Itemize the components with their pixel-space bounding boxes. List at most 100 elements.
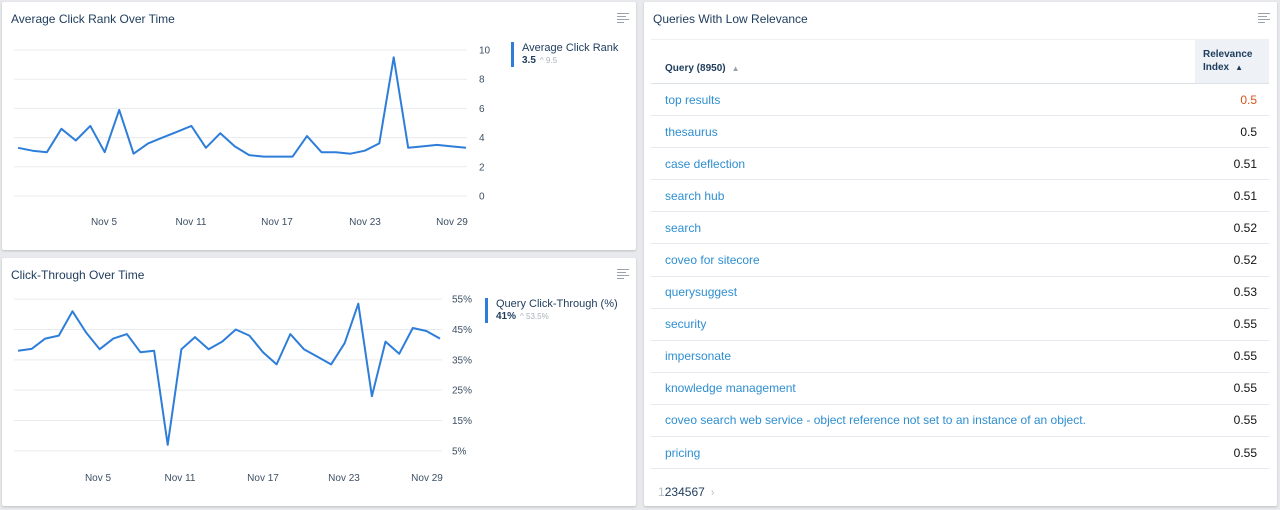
y-tick-label: 45% — [452, 325, 472, 336]
series-line — [17, 56, 467, 158]
page-2-link[interactable]: 2 — [664, 485, 672, 499]
table-row: thesaurus 0.5 — [651, 115, 1269, 149]
click-through-card: Click-Through Over Time 5% 15% 25% 35% 45% 55… — [2, 258, 636, 506]
next-page-icon[interactable]: › — [710, 487, 715, 499]
query-link[interactable]: thesaurus — [651, 115, 1195, 149]
relevance-value: 0.55 — [1195, 340, 1269, 373]
table-row: knowledge management 0.55 — [651, 372, 1269, 405]
legend-previous-value: ^ 9.5 — [539, 56, 558, 65]
y-tick-label: 2 — [479, 162, 485, 173]
relevance-column-label-line1: Relevance — [1203, 49, 1253, 60]
card-title: Queries With Low Relevance — [653, 12, 808, 26]
card-title: Click-Through Over Time — [11, 268, 145, 282]
average-click-rank-chart: 0 2 4 6 8 10 Nov 5 Nov 11 Nov 17 Nov 23 Nov 29 — [14, 46, 491, 228]
legend-previous-number: 53.5% — [526, 312, 549, 321]
x-tick-label: Nov 11 — [165, 473, 196, 484]
relevance-value: 0.5 — [1195, 115, 1269, 149]
sort-icon[interactable]: ▲︎ — [731, 64, 740, 73]
relevance-column-header[interactable]: Relevance Index ▲ — [1195, 39, 1269, 84]
relevance-column-label-line2: Index — [1203, 62, 1230, 73]
legend-value: 3.5 ^ 9.5 — [522, 55, 618, 67]
query-link[interactable]: knowledge management — [651, 372, 1195, 405]
page-4-link[interactable]: 4 — [678, 485, 685, 499]
query-link[interactable]: security — [651, 308, 1195, 341]
query-link[interactable]: pricing — [651, 436, 1195, 470]
legend-current-value: 41% — [496, 311, 517, 322]
y-tick-label: 0 — [479, 192, 485, 203]
table-row: search 0.52 — [651, 211, 1269, 245]
relevance-value: 0.51 — [1195, 147, 1269, 181]
relevance-value: 0.52 — [1195, 243, 1269, 277]
average-click-rank-card: Average Click Rank Over Time 0 2 4 6 8 10 Nov … — [2, 2, 636, 250]
table-row: security 0.55 — [651, 308, 1269, 341]
x-tick-label: Nov 29 — [436, 217, 468, 228]
table-row: querysuggest 0.53 — [651, 276, 1269, 309]
relevance-table: Query (8950) ▲︎ Relevance Index ▲ top resul… — [651, 39, 1269, 470]
relevance-value: 0.55 — [1195, 404, 1269, 438]
legend-previous-value: ^ 53.5% — [520, 312, 549, 321]
sort-ascending-icon[interactable]: ▲ — [1235, 63, 1244, 72]
table-row: coveo search web service - object refere… — [651, 404, 1269, 438]
page-3-link[interactable]: 3 — [671, 485, 679, 499]
query-link[interactable]: querysuggest — [651, 276, 1195, 309]
relevance-value: 0.55 — [1195, 436, 1269, 470]
chart-legend: Query Click-Through (%) 41% ^ 53.5% — [485, 298, 618, 323]
page-6-link[interactable]: 6 — [691, 485, 699, 499]
y-tick-label: 55% — [452, 295, 472, 306]
relevance-value: 0.5 — [1195, 83, 1269, 117]
relevance-value: 0.55 — [1195, 372, 1269, 405]
query-column-header[interactable]: Query (8950) ▲︎ — [651, 39, 1195, 84]
table-row: coveo for sitecore 0.52 — [651, 243, 1269, 277]
query-link[interactable]: search — [651, 211, 1195, 245]
table-row: case deflection 0.51 — [651, 147, 1269, 181]
query-column-label: Query (8950) — [665, 63, 726, 74]
table-row: impersonate 0.55 — [651, 340, 1269, 373]
y-tick-label: 15% — [452, 416, 472, 427]
x-tick-label: Nov 5 — [85, 473, 112, 484]
legend-previous-number: 9.5 — [545, 56, 558, 65]
query-link[interactable]: case deflection — [651, 147, 1195, 181]
card-title: Average Click Rank Over Time — [11, 12, 175, 26]
legend-current-value: 3.5 — [522, 55, 536, 66]
y-tick-label: 25% — [452, 386, 472, 397]
x-tick-label: Nov 17 — [261, 217, 293, 228]
table-row: search hub 0.51 — [651, 179, 1269, 213]
relevance-value: 0.51 — [1195, 179, 1269, 213]
card-menu-icon[interactable] — [617, 13, 629, 23]
y-tick-label: 5% — [452, 446, 467, 457]
x-tick-label: Nov 29 — [411, 473, 443, 484]
y-tick-label: 8 — [479, 75, 485, 86]
x-tick-label: Nov 23 — [328, 473, 360, 484]
series-line — [17, 302, 441, 446]
query-link[interactable]: coveo for sitecore — [651, 243, 1195, 277]
page-5-link[interactable]: 5 — [684, 485, 692, 499]
table-header-row: Query (8950) ▲︎ Relevance Index ▲ — [651, 39, 1269, 84]
relevance-value: 0.55 — [1195, 308, 1269, 341]
x-tick-label: Nov 17 — [247, 473, 279, 484]
card-menu-icon[interactable] — [617, 269, 629, 279]
table-row: top results 0.5 — [651, 83, 1269, 117]
y-tick-label: 35% — [452, 355, 472, 366]
x-tick-label: Nov 11 — [176, 217, 207, 228]
legend-series-name: Query Click-Through (%) — [496, 298, 618, 310]
x-tick-label: Nov 23 — [349, 217, 381, 228]
legend-value: 41% ^ 53.5% — [496, 311, 618, 323]
page-1-link[interactable]: 1 — [658, 485, 665, 499]
card-menu-icon[interactable] — [1258, 13, 1270, 23]
query-link[interactable]: search hub — [651, 179, 1195, 213]
pagination: 1234567 › — [658, 485, 714, 499]
relevance-value: 0.52 — [1195, 211, 1269, 245]
queries-low-relevance-card: Queries With Low Relevance Query (8950) ▲… — [644, 2, 1277, 506]
y-tick-label: 4 — [479, 133, 485, 144]
query-link[interactable]: impersonate — [651, 340, 1195, 373]
relevance-value: 0.53 — [1195, 276, 1269, 309]
query-link[interactable]: top results — [651, 83, 1195, 117]
click-through-chart: 5% 15% 25% 35% 45% 55% Nov 5 Nov 11 Nov 17 Nov 23… — [14, 295, 472, 484]
query-link[interactable]: coveo search web service - object refere… — [651, 404, 1195, 438]
chart-legend: Average Click Rank 3.5 ^ 9.5 — [511, 42, 618, 67]
y-tick-label: 6 — [479, 104, 485, 115]
legend-series-name: Average Click Rank — [522, 42, 619, 54]
table-row: pricing 0.55 — [651, 436, 1269, 470]
page-7-link[interactable]: 7 — [698, 485, 705, 499]
y-tick-label: 10 — [479, 46, 491, 57]
